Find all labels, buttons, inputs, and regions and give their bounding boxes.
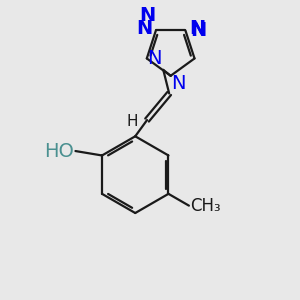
Text: H: H (127, 114, 138, 129)
Text: N: N (147, 50, 162, 68)
Text: N: N (189, 19, 206, 38)
Text: CH₃: CH₃ (190, 196, 221, 214)
Text: HO: HO (44, 142, 74, 160)
Text: N: N (136, 19, 152, 38)
Text: N: N (190, 21, 206, 40)
Text: N: N (140, 6, 156, 25)
Text: N: N (171, 74, 186, 93)
